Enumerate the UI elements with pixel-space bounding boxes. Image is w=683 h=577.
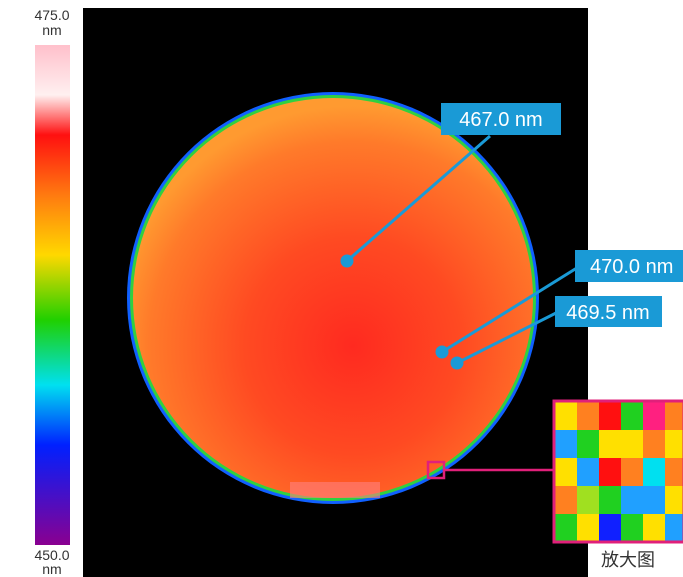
figure: 475.0 nm 450.0 nm 467.0 nm 470.0 nm 469.… — [0, 0, 683, 577]
colorbar — [35, 45, 70, 545]
inset-grid — [555, 402, 683, 542]
colorbar-max: 475.0 — [34, 7, 69, 23]
callout-label: 467.0 nm — [459, 109, 542, 131]
callout-label: 469.5 nm — [566, 302, 649, 324]
callout-label: 470.0 nm — [590, 256, 673, 278]
wafer — [133, 98, 533, 498]
colorbar-min-unit: nm — [42, 561, 61, 577]
colorbar-max-unit: nm — [42, 22, 61, 38]
inset-label: 放大图 — [601, 550, 655, 570]
wafer-notch — [290, 482, 380, 498]
